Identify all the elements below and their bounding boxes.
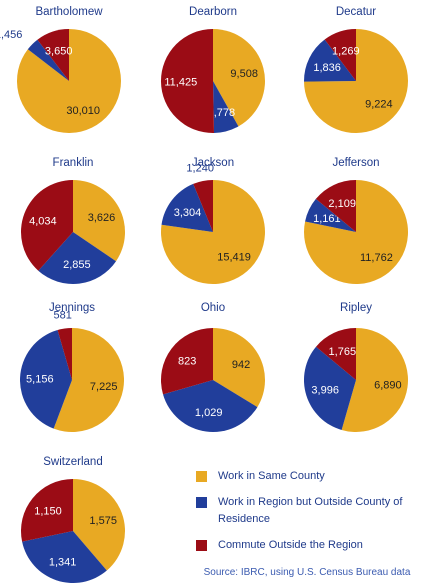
pie-switzerland: Switzerland 1,575 1,341 1,150 xyxy=(20,456,126,583)
pie-label-bartholomew-same-county: 30,010 xyxy=(66,105,100,117)
legend-item-same-county: Work in Same County xyxy=(196,468,418,485)
pie-label-dearborn-same-county: 9,508 xyxy=(230,68,258,80)
legend-swatch-outside-region xyxy=(196,540,207,551)
pie-label-jennings-same-county: 7,225 xyxy=(90,381,118,393)
pie-slice-switzerland-in-region xyxy=(22,531,107,583)
pie-label-switzerland-in-region: 1,341 xyxy=(49,557,77,569)
pie-label-franklin-in-region: 2,855 xyxy=(63,259,91,271)
pie-label-franklin-outside-region: 4,034 xyxy=(29,216,57,228)
pie-slice-jennings-outside-region xyxy=(57,328,72,380)
pie-label-bartholomew-in-region: 1,456 xyxy=(0,29,22,41)
pie-label-ripley-outside-region: 1,765 xyxy=(329,346,357,358)
legend-swatch-in-region xyxy=(196,497,207,508)
pie-label-jefferson-same-county: 11,762 xyxy=(360,252,393,264)
pie-slice-ohio-in-region xyxy=(163,380,258,433)
pie-label-jennings-outside-region: 581 xyxy=(54,310,72,322)
pie-slice-ripley-same-county xyxy=(341,328,408,432)
pie-title-ripley: Ripley xyxy=(340,302,372,314)
legend: Work in Same County Work in Region but O… xyxy=(196,468,418,554)
pie-jefferson: Jefferson 11,762 1,161 2,109 xyxy=(304,157,409,284)
pie-slice-decatur-in-region xyxy=(303,39,356,82)
pie-slice-dearborn-outside-region xyxy=(160,28,214,133)
pie-label-decatur-outside-region: 1,269 xyxy=(332,45,360,57)
pie-decatur: Decatur 9,224 1,836 1,269 xyxy=(303,6,408,133)
pie-slice-ohio-same-county xyxy=(213,327,266,408)
pie-label-switzerland-same-county: 1,575 xyxy=(89,515,117,527)
pie-slice-jackson-same-county xyxy=(160,180,265,284)
pie-bartholomew: Bartholomew 30,010 1,456 3,650 xyxy=(0,6,121,133)
pie-slice-ripley-in-region xyxy=(303,346,356,430)
pie-slice-franklin-same-county xyxy=(73,180,126,262)
legend-label-outside-region: Commute Outside the Region xyxy=(218,539,363,551)
legend-item-in-region: Work in Region but Outside County of Res… xyxy=(196,494,418,528)
pie-label-ohio-same-county: 942 xyxy=(232,359,250,371)
pie-jennings: Jennings 7,225 5,156 581 xyxy=(20,302,125,432)
pie-title-switzerland: Switzerland xyxy=(43,456,102,468)
pie-label-jackson-in-region: 3,304 xyxy=(174,207,202,219)
pie-slice-jackson-in-region xyxy=(161,183,213,232)
pie-slice-ripley-outside-region xyxy=(316,328,356,380)
legend-item-outside-region: Commute Outside the Region xyxy=(196,537,418,554)
pie-label-ripley-in-region: 3,996 xyxy=(311,385,339,397)
pie-label-franklin-same-county: 3,626 xyxy=(88,212,116,224)
pie-label-jackson-same-county: 15,419 xyxy=(217,251,251,263)
pie-label-ohio-in-region: 1,029 xyxy=(195,407,223,419)
pie-title-jackson: Jackson xyxy=(192,157,234,169)
pie-title-decatur: Decatur xyxy=(336,6,376,18)
pie-label-decatur-same-county: 9,224 xyxy=(365,99,393,111)
pie-slice-decatur-same-county xyxy=(304,29,408,133)
pie-jackson: Jackson 15,419 3,304 1,240 xyxy=(160,157,265,284)
legend-label-same-county: Work in Same County xyxy=(218,470,325,482)
pie-slice-jackson-outside-region xyxy=(193,180,213,232)
pie-slice-dearborn-in-region xyxy=(213,81,239,133)
pie-ripley: Ripley 6,890 3,996 1,765 xyxy=(303,302,408,432)
pie-label-ohio-outside-region: 823 xyxy=(178,356,196,368)
pie-slice-jefferson-in-region xyxy=(305,198,356,232)
pie-label-decatur-in-region: 1,836 xyxy=(313,62,341,74)
pie-title-jennings: Jennings xyxy=(49,302,95,314)
source-note: Source: IBRC, using U.S. Census Bureau d… xyxy=(203,567,411,578)
pie-label-ripley-same-county: 6,890 xyxy=(374,380,402,392)
pie-title-bartholomew: Bartholomew xyxy=(35,6,103,18)
pie-label-bartholomew-outside-region: 3,650 xyxy=(45,46,73,58)
pie-title-ohio: Ohio xyxy=(201,302,225,314)
pie-label-dearborn-outside-region: 11,425 xyxy=(164,76,197,88)
pie-dearborn: Dearborn 9,508 1,778 11,425 xyxy=(160,6,265,133)
pie-slice-jefferson-outside-region xyxy=(315,180,356,232)
pie-slice-bartholomew-same-county xyxy=(16,29,121,133)
pie-slice-jennings-same-county xyxy=(53,328,125,432)
pie-title-franklin: Franklin xyxy=(53,157,94,169)
pie-label-dearborn-in-region: 1,778 xyxy=(208,107,236,119)
pie-slice-franklin-outside-region xyxy=(21,180,74,271)
pie-title-jefferson: Jefferson xyxy=(332,157,379,169)
pie-slice-dearborn-same-county xyxy=(213,29,265,127)
pie-slice-ohio-outside-region xyxy=(160,328,213,395)
legend-label-in-region: Work in Region but Outside County of Res… xyxy=(218,496,403,525)
pie-slice-jennings-in-region xyxy=(20,330,72,429)
pie-slice-decatur-outside-region xyxy=(324,29,356,81)
pie-label-jennings-in-region: 5,156 xyxy=(26,374,54,386)
pie-slice-franklin-in-region xyxy=(38,232,117,285)
pie-slice-jefferson-same-county xyxy=(304,180,409,284)
legend-swatch-same-county xyxy=(196,471,207,482)
pie-label-switzerland-outside-region: 1,150 xyxy=(34,506,62,518)
pie-slice-switzerland-same-county xyxy=(73,479,126,571)
pie-franklin: Franklin 3,626 2,855 4,034 xyxy=(21,157,126,285)
pie-ohio: Ohio 942 1,029 823 xyxy=(160,302,266,433)
pie-slice-bartholomew-in-region xyxy=(27,39,69,81)
pie-slice-switzerland-outside-region xyxy=(20,479,73,542)
pie-title-dearborn: Dearborn xyxy=(189,6,237,18)
pie-label-jackson-outside-region: 1,240 xyxy=(186,162,214,174)
pie-slice-bartholomew-outside-region xyxy=(37,29,69,81)
pie-label-jefferson-outside-region: 2,109 xyxy=(328,198,356,210)
pie-label-jefferson-in-region: 1,161 xyxy=(313,213,341,225)
